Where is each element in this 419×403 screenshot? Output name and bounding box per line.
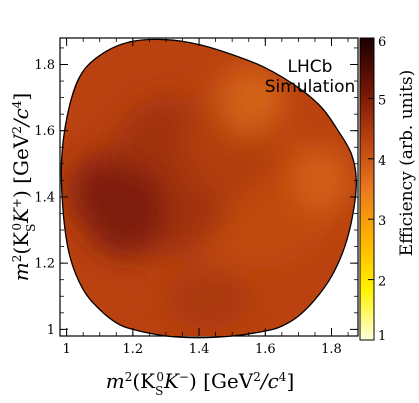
- annotation-lhcb: LHCb: [288, 57, 333, 77]
- x-tick-label: 1.4: [189, 342, 210, 357]
- colorbar-tick-label: 4: [378, 154, 386, 169]
- x-tick-label: 1.2: [123, 342, 144, 357]
- colorbar-ticks: 1 2 3 4 5 6: [368, 35, 386, 344]
- colorbar-tick-label: 5: [378, 93, 386, 108]
- x-tick-label: 1.8: [321, 342, 342, 357]
- efficiency-region-6: [215, 64, 282, 138]
- y-tick-label: 1.6: [34, 124, 55, 139]
- x-axis-label: m2(KS0K−) [GeV2/c4]: [106, 369, 295, 398]
- y-tick-label: 1.2: [34, 257, 55, 272]
- colorbar-tick-label: 6: [378, 35, 386, 50]
- efficiency-region-5: [165, 269, 249, 330]
- colorbar-tick-label: 2: [378, 275, 386, 290]
- efficiency-region-7: [291, 147, 352, 214]
- y-axis-label: m2(KS0K+) [GeV2/c4]: [9, 93, 38, 282]
- colorbar-tick-label: 1: [378, 329, 386, 344]
- colorbar-tick-label: 3: [378, 214, 386, 229]
- x-tick-label: 1.6: [255, 342, 276, 357]
- y-axis-ticks: 1 1.2 1.4 1.6 1.8: [34, 47, 358, 338]
- annotation-simulation: Simulation: [265, 77, 356, 97]
- x-axis-ticks: 1 1.2 1.4 1.6 1.8: [62, 38, 349, 357]
- y-tick-label: 1: [47, 323, 55, 338]
- heatmap-fill: [61, 39, 357, 336]
- efficiency-region-3: [83, 163, 166, 257]
- y-tick-label: 1.4: [34, 190, 55, 205]
- x-tick-label: 1: [62, 342, 70, 357]
- colorbar-label: Efficiency (arb. units): [397, 70, 417, 257]
- y-tick-label: 1.8: [34, 58, 55, 73]
- efficiency-region-8: [258, 84, 272, 105]
- colorbar: [359, 37, 375, 341]
